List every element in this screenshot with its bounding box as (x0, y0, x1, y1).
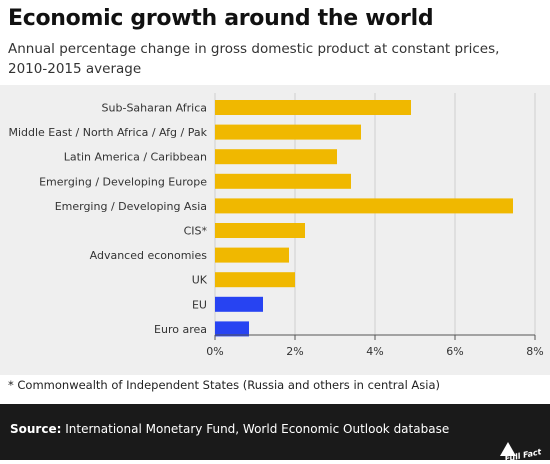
category-label-0: Sub-Saharan Africa (102, 102, 207, 115)
bar-4 (215, 198, 513, 214)
bar-1 (215, 124, 361, 140)
bar-8 (215, 296, 263, 312)
x-tick-label-4: 8% (526, 345, 543, 358)
bar-7 (215, 272, 295, 288)
category-label-5: CIS* (184, 225, 208, 238)
source-label: Source: (10, 422, 62, 436)
bar-2 (215, 149, 337, 165)
bar-5 (215, 223, 305, 238)
category-label-4: Emerging / Developing Asia (55, 200, 207, 213)
source-text: International Monetary Fund, World Econo… (61, 422, 450, 436)
footnote: * Commonwealth of Independent States (Ru… (8, 378, 441, 392)
bar-chart: Sub-Saharan Africa Middle East / North Af… (8, 93, 544, 358)
x-tick-label-1: 2% (286, 345, 303, 358)
bar-9 (215, 321, 249, 337)
bar-0 (215, 100, 411, 115)
category-label-1: Middle East / North Africa / Afg / Pak (8, 126, 207, 139)
x-tick-label-2: 4% (366, 345, 383, 358)
bar-3 (215, 173, 351, 189)
x-tick-label-3: 6% (446, 345, 463, 358)
category-label-9: Euro area (154, 323, 207, 336)
chart-title: Economic growth around the world (8, 6, 434, 31)
source-line: Source: International Monetary Fund, Wor… (10, 422, 449, 436)
full-fact-logo: Full Fact (500, 434, 542, 464)
category-label-3: Emerging / Developing Europe (39, 175, 207, 188)
logo-mark-icon (500, 442, 516, 456)
category-label-6: Advanced economies (90, 249, 208, 262)
chart-subtitle: Annual percentage change in gross domest… (8, 41, 500, 77)
x-tick-label-0: 0% (206, 345, 223, 358)
category-label-7: UK (192, 274, 208, 287)
category-label-2: Latin America / Caribbean (64, 151, 207, 164)
footer-bar: Source: International Monetary Fund, Wor… (0, 404, 550, 464)
bar-6 (215, 247, 289, 263)
category-label-8: EU (192, 298, 207, 311)
